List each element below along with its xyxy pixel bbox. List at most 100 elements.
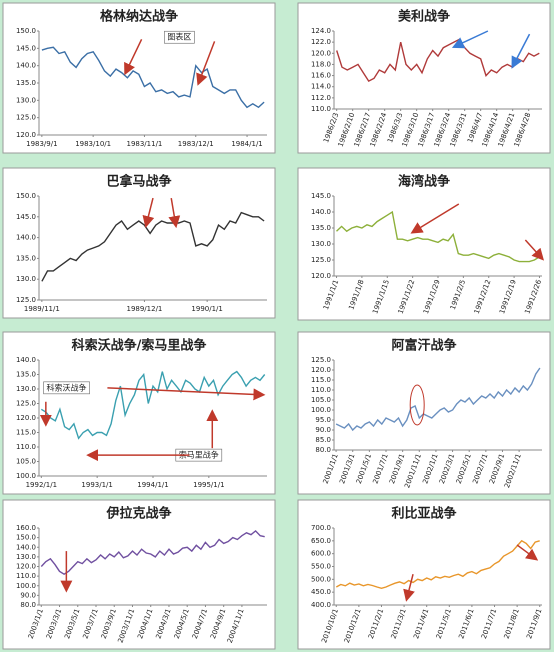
arrow [410, 203, 460, 234]
y-tick-label: 112.0 [311, 94, 331, 102]
y-tick-label: 150.0 [16, 534, 36, 542]
x-tick-label: 1993/1/1 [81, 481, 112, 489]
annotation: 图表区 [167, 32, 191, 42]
chart-title: 利比亚战争 [391, 506, 456, 522]
data-line [336, 38, 540, 83]
y-tick-label: 85.0 [315, 436, 331, 444]
y-tick-label: 120.0 [311, 366, 331, 374]
chart-panel: 利比亚战争 400.0 450.0 500.0 550.0 600.0 650.0 700.0… [297, 499, 551, 650]
x-tick-label: 1989/12/1 [126, 305, 162, 313]
y-tick-label: 130.0 [311, 240, 331, 248]
y-tick-label: 120.0 [16, 414, 36, 422]
y-tick-label: 125.0 [16, 296, 36, 304]
annotation-box [164, 30, 195, 44]
arrow [451, 30, 489, 49]
y-tick-label: 650.0 [311, 537, 331, 545]
chart-panel: 美利战争 110.0 112.0 114.0 116.0 118.0 120.0 122.0 1… [297, 2, 551, 154]
panel-frame [2, 499, 276, 650]
y-tick-label: 130.0 [16, 385, 36, 393]
y-tick-label: 110.0 [16, 443, 36, 451]
y-tick-label: 135.0 [16, 79, 36, 87]
y-tick-label: 550.0 [311, 563, 331, 571]
y-tick-label: 130.0 [16, 96, 36, 104]
y-tick-label: 160.0 [16, 524, 36, 532]
chart-panel: 海湾战争120.0125.0130.0135.0140.0145.01991/1… [297, 167, 551, 321]
y-tick-label: 110.0 [16, 572, 36, 580]
x-tick-label: 1995/1/1 [193, 481, 224, 489]
data-line [335, 539, 540, 590]
y-tick-label: 124.0 [311, 27, 331, 35]
x-tick-label: 1992/1/1 [26, 481, 57, 489]
data-line [41, 46, 265, 109]
data-line [335, 367, 541, 432]
y-tick-label: 125.0 [311, 256, 331, 264]
annotation: 科索沃战争 [47, 382, 87, 392]
x-tick-label: 1994/1/1 [137, 481, 168, 489]
y-tick-label: 140.0 [16, 234, 36, 242]
y-tick-label: 80.0 [20, 601, 36, 609]
chart-title: 海湾战争 [398, 174, 450, 190]
arrow [107, 387, 266, 401]
y-tick-label: 125.0 [311, 356, 331, 364]
y-tick-label: 118.0 [311, 60, 331, 68]
y-tick-label: 116.0 [311, 72, 331, 80]
y-tick-label: 145.0 [16, 213, 36, 221]
y-tick-label: 110.0 [311, 105, 331, 113]
y-tick-label: 90.0 [315, 426, 331, 434]
x-tick-label: 1983/12/1 [178, 140, 214, 148]
data-line [40, 370, 266, 440]
y-tick-label: 100.0 [16, 472, 36, 480]
chart-title: 美利战争 [398, 9, 450, 25]
chart-title: 格林纳达战争 [100, 9, 178, 25]
y-tick-label: 80.0 [315, 446, 331, 454]
panel-frame [2, 2, 276, 154]
panel-frame [2, 167, 276, 319]
arrow [124, 38, 143, 76]
y-tick-label: 135.0 [16, 371, 36, 379]
arrow [142, 197, 155, 229]
panel-frame [297, 2, 551, 154]
arrow [516, 544, 539, 561]
y-tick-label: 150.0 [16, 27, 36, 35]
x-tick-label: 1984/1/1 [231, 140, 262, 148]
y-tick-label: 120.0 [311, 49, 331, 57]
y-tick-label: 450.0 [311, 588, 331, 596]
y-tick-label: 140.0 [311, 208, 331, 216]
y-tick-label: 400.0 [311, 601, 331, 609]
chart-title: 阿富汗战争 [391, 338, 456, 354]
y-tick-label: 90.0 [20, 591, 36, 599]
x-tick-label: 1983/10/1 [75, 140, 111, 148]
chart-panel: 格林纳达战争 120.0 125.0 130.0 135.0 140.0 145.0 150.… [2, 2, 276, 154]
y-tick-label: 120.0 [16, 563, 36, 571]
chart-title: 伊拉克战争 [105, 506, 171, 522]
y-tick-label: 135.0 [16, 254, 36, 262]
panel-frame [297, 499, 551, 650]
x-tick-label: 1989/11/1 [24, 305, 60, 313]
y-tick-label: 100.0 [311, 406, 331, 414]
y-tick-label: 120.0 [311, 272, 331, 280]
chart-panel: 巴拿马战争 125.0 130.0 135.0 140.0 145.0 150.0 1989/… [2, 167, 276, 319]
y-tick-label: 122.0 [311, 38, 331, 46]
chart-title: 科索沃战争/索马里战争 [72, 338, 207, 354]
x-tick-label: 1990/1/1 [191, 305, 222, 313]
y-tick-label: 130.0 [16, 553, 36, 561]
highlight-ellipse [409, 384, 425, 426]
panel-frame [297, 167, 551, 321]
arrow [196, 41, 216, 86]
annotation-box [43, 381, 90, 395]
data-line [336, 210, 540, 263]
x-tick-label: 1983/11/1 [126, 140, 162, 148]
chart-panel: 阿富汗战争 80.0 85.0 90.0 95.0 100.0 105.0 110.0 115.… [297, 331, 551, 495]
y-tick-label: 145.0 [16, 44, 36, 52]
y-tick-label: 700.0 [311, 524, 331, 532]
y-tick-label: 150.0 [16, 192, 36, 200]
y-tick-label: 100.0 [16, 582, 36, 590]
annotation: 索马里战争 [179, 450, 219, 460]
y-tick-label: 125.0 [16, 400, 36, 408]
panel-frame [2, 331, 276, 495]
arrow [524, 239, 545, 261]
data-line [40, 529, 265, 576]
y-tick-label: 140.0 [16, 543, 36, 551]
